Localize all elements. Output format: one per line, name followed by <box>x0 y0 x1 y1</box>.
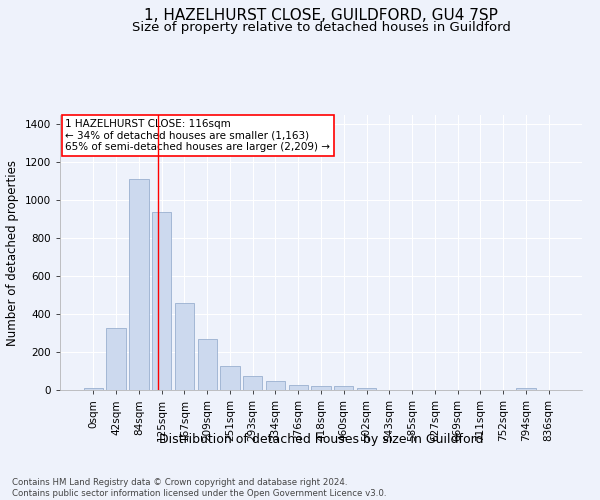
Bar <box>266 381 285 390</box>
Bar <box>129 180 149 390</box>
Text: Size of property relative to detached houses in Guildford: Size of property relative to detached ho… <box>131 21 511 34</box>
Bar <box>220 366 239 390</box>
Bar <box>243 376 262 390</box>
Bar <box>175 303 194 390</box>
Bar <box>334 386 353 390</box>
Bar <box>289 386 308 390</box>
Text: 1 HAZELHURST CLOSE: 116sqm
← 34% of detached houses are smaller (1,163)
65% of s: 1 HAZELHURST CLOSE: 116sqm ← 34% of deta… <box>65 119 330 152</box>
Bar <box>357 388 376 390</box>
Bar <box>311 386 331 390</box>
Bar <box>106 328 126 390</box>
Y-axis label: Number of detached properties: Number of detached properties <box>6 160 19 346</box>
Text: 1, HAZELHURST CLOSE, GUILDFORD, GU4 7SP: 1, HAZELHURST CLOSE, GUILDFORD, GU4 7SP <box>144 8 498 22</box>
Bar <box>84 388 103 390</box>
Text: Distribution of detached houses by size in Guildford: Distribution of detached houses by size … <box>159 432 483 446</box>
Bar <box>197 339 217 390</box>
Bar <box>152 212 172 390</box>
Text: Contains HM Land Registry data © Crown copyright and database right 2024.
Contai: Contains HM Land Registry data © Crown c… <box>12 478 386 498</box>
Bar <box>516 388 536 390</box>
